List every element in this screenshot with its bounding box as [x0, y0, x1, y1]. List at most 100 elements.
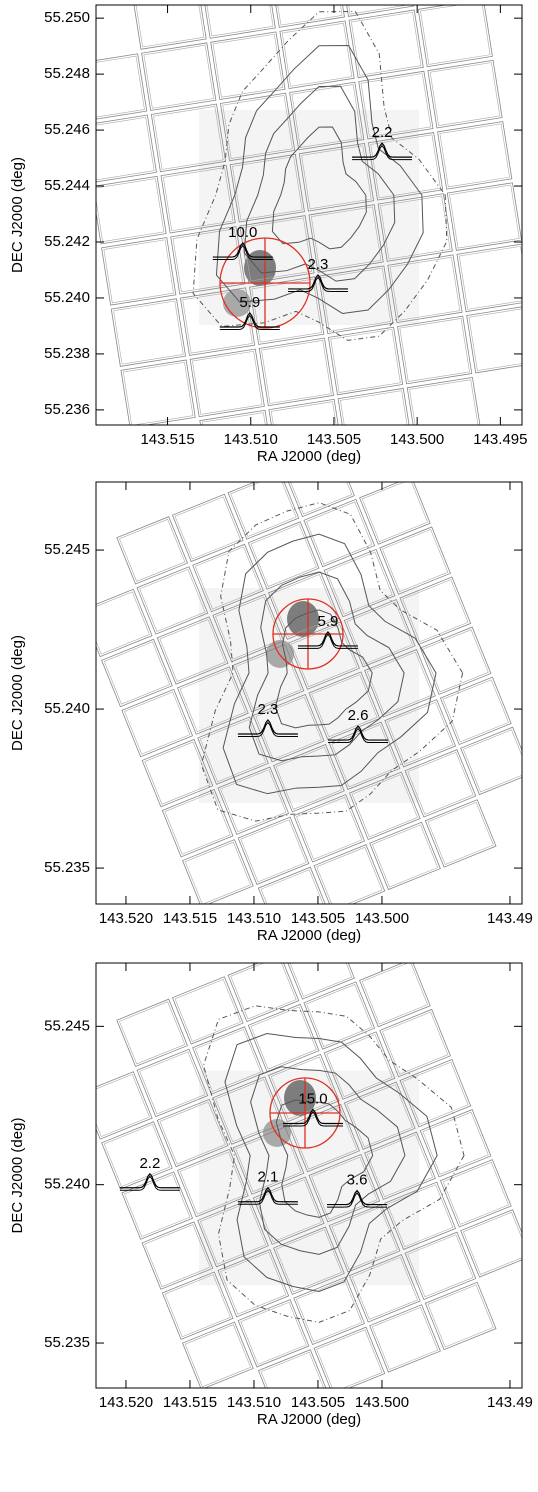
footprint [194, 1029, 262, 1092]
plot-frame [95, 481, 523, 905]
footprint [235, 1129, 302, 1193]
footprint [156, 616, 229, 685]
spectrum [219, 312, 280, 328]
spectrum-label: 15.0 [298, 1090, 327, 1107]
y-tick-label: 55.244 [44, 177, 90, 194]
footprint [341, 5, 412, 15]
footprint [252, 693, 325, 763]
footprint [164, 791, 231, 855]
footprint [153, 106, 224, 170]
footprint [288, 621, 360, 690]
footprint [160, 164, 236, 234]
footprint [369, 821, 441, 891]
footprint [379, 1008, 451, 1078]
footprint [96, 178, 165, 242]
plot-layer [96, 963, 522, 1388]
spectrum [282, 1111, 343, 1127]
x-tick-label: 143.515 [140, 431, 194, 448]
footprint [311, 1156, 378, 1220]
footprint [404, 1231, 477, 1301]
footprint [406, 376, 482, 425]
footprint [303, 498, 376, 568]
footprint [285, 482, 353, 515]
footprint [133, 5, 205, 48]
footprint [462, 1211, 522, 1275]
footprint [260, 869, 327, 904]
footprint [379, 526, 451, 595]
footprint [96, 114, 157, 184]
footprint [348, 771, 421, 841]
spectrum [327, 1192, 388, 1208]
contour [274, 609, 373, 729]
footprint [387, 254, 463, 324]
contour [224, 1032, 438, 1292]
image-blob [287, 601, 319, 637]
footprint [143, 44, 214, 109]
footprint [439, 676, 512, 745]
x-tick-label: 143.500 [390, 431, 444, 448]
footprint [96, 116, 155, 181]
y-tick-label: 55.235 [44, 1334, 90, 1351]
footprint [462, 729, 522, 793]
footprint [358, 70, 434, 140]
spectrum [282, 1108, 343, 1125]
footprint [367, 132, 444, 201]
footprint [121, 1171, 194, 1240]
footprint [348, 1254, 421, 1323]
contour [243, 85, 396, 282]
spectrum-label: 2.3 [308, 256, 329, 273]
footprint [384, 699, 457, 768]
footprint [361, 963, 429, 1025]
footprints [96, 5, 522, 425]
footprint [240, 1301, 307, 1365]
x-tick-label: 143.500 [355, 910, 409, 927]
footprint [291, 84, 362, 148]
footprint [120, 359, 196, 425]
footprint [429, 62, 501, 126]
plot-layer [96, 482, 522, 904]
footprint [313, 1326, 386, 1388]
footprint [326, 1034, 393, 1098]
footprint [113, 300, 184, 365]
footprint [273, 744, 345, 813]
footprint [199, 409, 275, 425]
spectrum [328, 727, 389, 744]
footprint [182, 1321, 254, 1388]
footprint [422, 1111, 489, 1175]
image-blob [223, 289, 251, 317]
footprint [327, 326, 404, 396]
footprint [199, 719, 267, 783]
footprint [237, 1299, 310, 1368]
footprint [220, 769, 287, 833]
footprint [466, 304, 522, 374]
image-blob [284, 1080, 316, 1116]
footprint [308, 204, 384, 273]
footprint [270, 401, 342, 425]
y-tick-label: 55.240 [44, 289, 90, 306]
footprint [101, 237, 177, 306]
x-tick-label: 143.515 [163, 1394, 217, 1411]
footprint [387, 701, 454, 765]
y-tick-label: 55.245 [44, 1017, 90, 1034]
y-tick-label: 55.236 [44, 401, 90, 418]
footprint [296, 796, 363, 860]
contour [271, 126, 367, 250]
x-tick-label: 143.520 [99, 910, 153, 927]
footprint [346, 601, 413, 665]
footprint [427, 801, 494, 865]
footprint [382, 1011, 449, 1075]
x-axis-label: RA J2000 (deg) [257, 1411, 361, 1428]
x-tick-label: 143.510 [227, 1394, 281, 1411]
footprint [460, 1209, 522, 1278]
spectrum-label: 5.9 [239, 294, 260, 311]
footprint [399, 1058, 472, 1128]
spectrum [212, 242, 273, 258]
spectrum [237, 721, 298, 738]
footprint [249, 276, 325, 345]
footprint [468, 307, 522, 371]
footprint [422, 629, 489, 693]
footprint [268, 398, 344, 425]
footprint [237, 816, 310, 885]
footprint [96, 1073, 150, 1137]
footprint [399, 576, 472, 645]
